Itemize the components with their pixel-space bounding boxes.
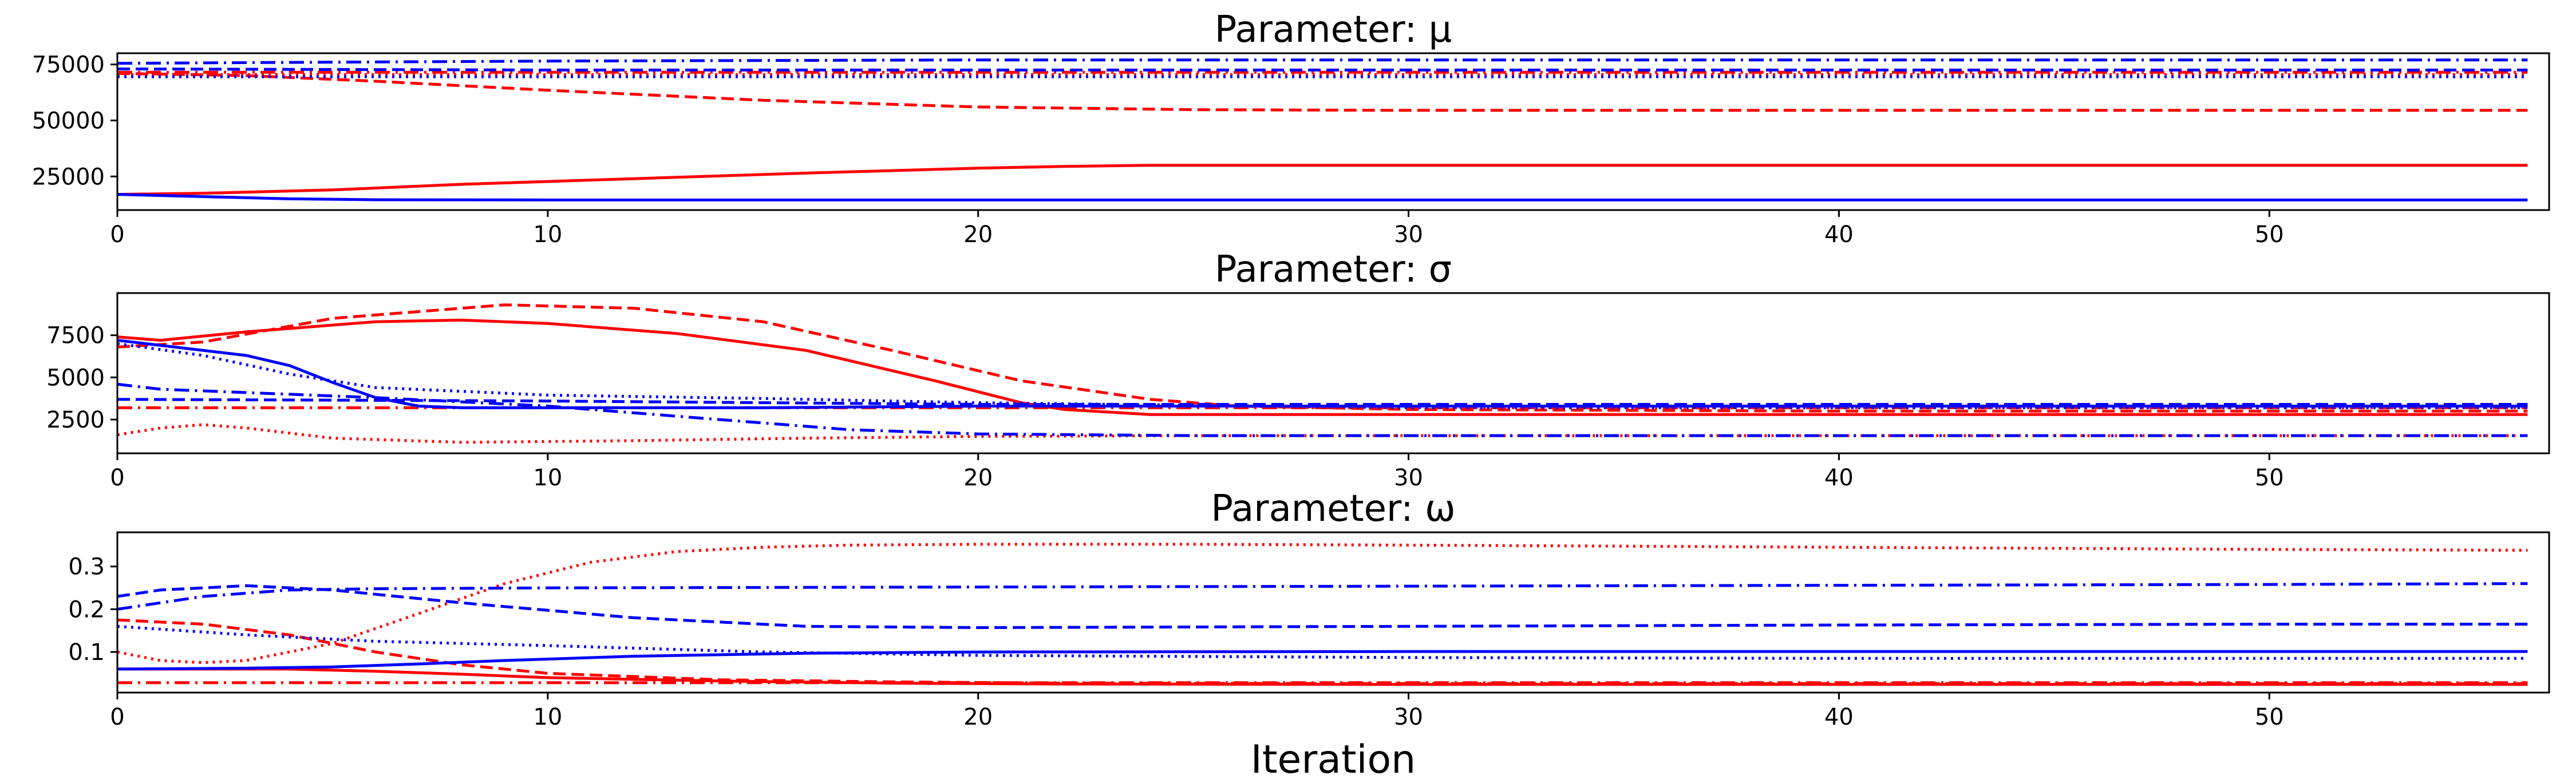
sigma-series-red-dotted bbox=[117, 423, 2528, 444]
mu-y-tick-label: 75000 bbox=[32, 52, 105, 78]
mu-x-tick-label: 40 bbox=[1824, 222, 1854, 248]
sigma-x-tick-label: 30 bbox=[1394, 465, 1423, 491]
x-axis-label: Iteration bbox=[1251, 737, 1416, 779]
mu-x-tick-label: 10 bbox=[533, 222, 562, 248]
sigma-series-blue-solid bbox=[117, 339, 2528, 409]
sigma-y-tick-label: 5000 bbox=[46, 365, 105, 391]
sigma-x-tick-label: 20 bbox=[963, 465, 993, 491]
sigma-series-red-dashed bbox=[117, 303, 2528, 413]
omega-x-tick-label: 10 bbox=[533, 704, 562, 730]
omega-series-blue-dotted bbox=[117, 624, 2528, 660]
sigma-series-blue-dotted bbox=[117, 342, 2528, 409]
omega-series-red-dotted bbox=[117, 543, 2528, 665]
mu-series-red-solid bbox=[117, 164, 2528, 196]
mu-axes-frame bbox=[116, 52, 2550, 211]
mu-x-tick-label: 50 bbox=[2255, 222, 2284, 248]
omega-series-group bbox=[117, 543, 2528, 686]
sigma-y-tick-label: 2500 bbox=[46, 407, 105, 433]
omega-series-blue-dashdot bbox=[117, 582, 2528, 611]
sigma-series-red-solid bbox=[117, 318, 2528, 416]
omega-x-tick-label: 20 bbox=[963, 704, 993, 730]
sigma-series-group bbox=[117, 303, 2528, 444]
mu-series-red-dashed bbox=[117, 72, 2528, 112]
mu-y-tick-label: 25000 bbox=[32, 164, 105, 190]
sigma-y-tick-label: 7500 bbox=[46, 323, 105, 349]
mu-x-tick-label: 20 bbox=[963, 222, 993, 248]
omega-series-blue-dashed bbox=[117, 584, 2528, 629]
sigma-x-tick-label: 40 bbox=[1824, 465, 1854, 491]
omega-y-tick-label: 0.3 bbox=[68, 554, 105, 580]
sigma-series-blue-dashdot bbox=[117, 382, 2528, 437]
mu-series-group bbox=[117, 58, 2528, 201]
omega-x-tick-label: 30 bbox=[1394, 704, 1423, 730]
mu-series-blue-solid bbox=[117, 193, 2528, 201]
mu-x-tick-label: 0 bbox=[110, 222, 124, 248]
omega-axes-frame bbox=[116, 531, 2550, 694]
sigma-panel: 0 10 20 30 40 50 2500 5000 7500 Parameter: σ bbox=[46, 248, 2550, 491]
omega-panel-title: Parameter: ω bbox=[1211, 488, 1455, 530]
mu-series-blue-dashed bbox=[117, 67, 2528, 72]
mu-x-tick-label: 30 bbox=[1394, 222, 1423, 248]
sigma-x-tick-label: 10 bbox=[533, 465, 562, 491]
omega-x-tick-label: 40 bbox=[1824, 704, 1854, 730]
mu-panel-title: Parameter: μ bbox=[1215, 9, 1452, 51]
omega-series-blue-solid bbox=[117, 650, 2528, 671]
sigma-x-tick-label: 0 bbox=[110, 465, 124, 491]
sigma-series-blue-dashed bbox=[117, 398, 2528, 406]
omega-panel: 0 10 20 30 40 50 0.1 0.2 0.3 Parameter: ω bbox=[68, 488, 2550, 730]
omega-y-tick-label: 0.2 bbox=[68, 596, 105, 623]
omega-x-tick-label: 0 bbox=[110, 704, 124, 730]
sigma-panel-title: Parameter: σ bbox=[1215, 248, 1452, 291]
sigma-axes-frame bbox=[116, 292, 2550, 454]
mu-y-tick-label: 50000 bbox=[32, 108, 105, 134]
mu-series-blue-dashdot bbox=[117, 58, 2528, 65]
sigma-x-tick-label: 50 bbox=[2255, 465, 2284, 491]
mu-panel: 0 10 20 30 40 50 25000 50000 75000 Parameter: μ bbox=[32, 9, 2550, 248]
omega-x-tick-label: 50 bbox=[2255, 704, 2284, 730]
omega-y-tick-label: 0.1 bbox=[68, 639, 105, 666]
